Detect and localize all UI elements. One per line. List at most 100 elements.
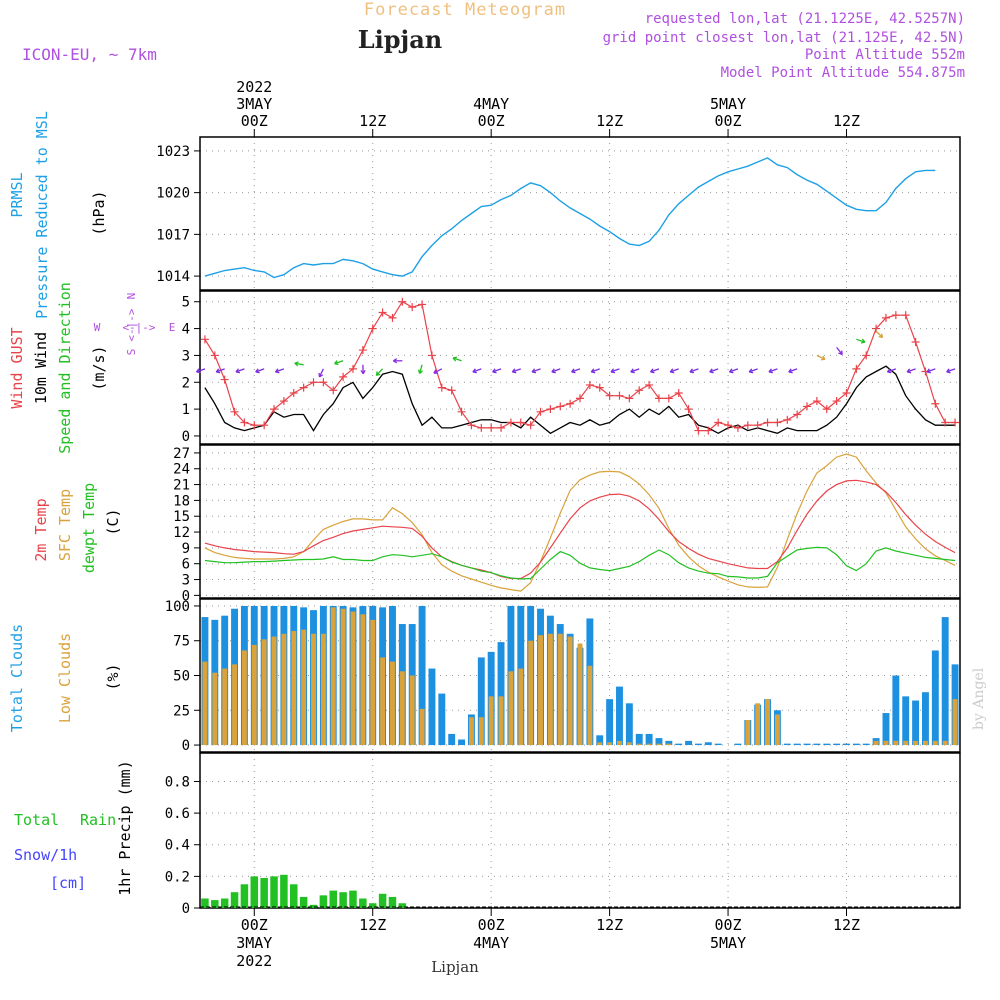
- gust-marker: [615, 391, 624, 400]
- wind-speed-line: [204, 365, 956, 435]
- gust-marker: [319, 378, 328, 387]
- temperature-ytick-label: 24: [173, 462, 190, 478]
- low-cloud-bar: [380, 657, 386, 746]
- low-cloud-bar: [330, 607, 336, 746]
- rain-bar: [280, 874, 288, 908]
- wind-dir-arrowhead: [630, 368, 635, 374]
- gust-marker: [526, 421, 535, 430]
- rain-bar: [201, 898, 209, 908]
- wind-dir-arrow: [926, 368, 936, 373]
- clouds-frame: [199, 598, 961, 753]
- gust-marker: [901, 311, 910, 320]
- low-cloud-bar: [547, 633, 553, 746]
- wind-dir-arrowhead: [417, 369, 423, 374]
- precip-ytick-label: 0.6: [165, 806, 190, 822]
- temperature-ytick-label: 6: [182, 557, 190, 573]
- temperature-ytick-label: 0: [182, 588, 190, 604]
- pressure-panel: [194, 136, 961, 291]
- low-cloud-bar: [952, 699, 958, 746]
- low-cloud-bar: [765, 699, 770, 746]
- wind-dir-arrow: [906, 368, 916, 373]
- gust-marker: [694, 426, 703, 435]
- time-label-bottom: 00Z: [478, 916, 505, 934]
- time-label-top: 4MAY: [473, 95, 509, 113]
- temperature-ytick-label: 18: [173, 493, 190, 509]
- gust-marker: [803, 402, 812, 411]
- precip-label-snow: Snow/1h: [14, 846, 77, 864]
- low-cloud-bar: [498, 696, 504, 746]
- compass-ew-arrow: <-|->: [122, 321, 155, 334]
- gust-marker: [576, 394, 584, 403]
- gust-marker: [664, 394, 673, 403]
- gust-marker: [348, 364, 357, 373]
- wind-dir-arrow: [531, 368, 541, 373]
- rain-bar: [388, 896, 397, 908]
- low-cloud-bar: [567, 636, 573, 746]
- wind-dir-arrow: [816, 354, 826, 360]
- wind-dir-arrowhead: [195, 368, 201, 374]
- low-cloud-bar: [597, 742, 603, 746]
- compass-n: N: [125, 293, 138, 300]
- wind-dir-arrow: [196, 368, 206, 373]
- low-cloud-bar: [646, 743, 652, 746]
- total-cloud-bar: [793, 743, 801, 746]
- low-cloud-bar: [666, 743, 672, 746]
- gust-marker: [408, 303, 417, 312]
- time-label-bottom: 00Z: [241, 916, 268, 934]
- wind-dir-arrow: [729, 368, 739, 373]
- low-cloud-bar: [468, 717, 474, 746]
- time-label-bottom: 00Z: [715, 916, 742, 934]
- gust-marker: [872, 324, 881, 333]
- low-cloud-bar: [241, 650, 247, 746]
- temperature-ytick-label: 3: [182, 573, 190, 589]
- low-cloud-bar: [557, 633, 563, 746]
- gust-marker: [289, 389, 298, 397]
- wind-dir-arrow: [452, 357, 462, 362]
- wind-dir-arrow: [788, 368, 798, 373]
- gust-marker: [822, 405, 831, 414]
- low-cloud-bar: [656, 743, 662, 746]
- precip-ytick-label: 0.4: [165, 838, 190, 854]
- wind-dir-arrowhead: [610, 368, 616, 374]
- gust-marker: [457, 407, 466, 416]
- gust-marker: [329, 386, 338, 395]
- wind-dir-arrow: [318, 368, 324, 378]
- rain-bar: [211, 900, 219, 908]
- low-cloud-bar: [607, 742, 613, 746]
- gust-marker: [437, 383, 446, 392]
- wind-dir-arrow: [215, 368, 225, 373]
- low-cloud-bar: [538, 635, 543, 746]
- time-label-top: 3MAY: [236, 95, 272, 113]
- low-cloud-bar: [232, 664, 237, 746]
- wind-dir-arrow: [255, 368, 265, 373]
- total-cloud-bar: [675, 743, 683, 746]
- low-cloud-bar: [883, 740, 889, 746]
- low-cloud-bar: [903, 740, 909, 746]
- gust-marker: [418, 300, 427, 309]
- total-cloud-bar: [902, 696, 910, 746]
- low-cloud-bar: [340, 608, 346, 746]
- gust-marker: [546, 405, 555, 414]
- compass-w: W: [94, 321, 101, 334]
- wind-dir-arrow: [856, 338, 866, 343]
- gust-marker: [763, 418, 772, 427]
- gust-marker: [220, 375, 229, 384]
- total-cloud-bar: [882, 713, 890, 746]
- total-cloud-bar: [852, 743, 860, 746]
- total-cloud-bar: [497, 642, 505, 746]
- wind-dir-arrow: [472, 368, 482, 373]
- temperature-ytick-label: 12: [173, 525, 190, 541]
- wind-panel: [194, 290, 961, 445]
- temp-ylabel: SFC Temp: [56, 489, 74, 561]
- wind-ylabel: (m/s): [90, 345, 108, 390]
- gust-marker: [299, 383, 308, 392]
- total-cloud-bar: [843, 743, 850, 746]
- low-cloud-bar: [745, 720, 751, 746]
- wind-dir-arrowhead: [878, 333, 884, 339]
- pressure-frame: [199, 136, 961, 291]
- wind-dir-arrow: [418, 364, 423, 374]
- wind-dir-arrow: [610, 368, 620, 373]
- time-label-bottom: 3MAY: [236, 934, 272, 952]
- gust-marker: [447, 386, 456, 395]
- wind-ylabel: 10m Wind: [32, 332, 50, 404]
